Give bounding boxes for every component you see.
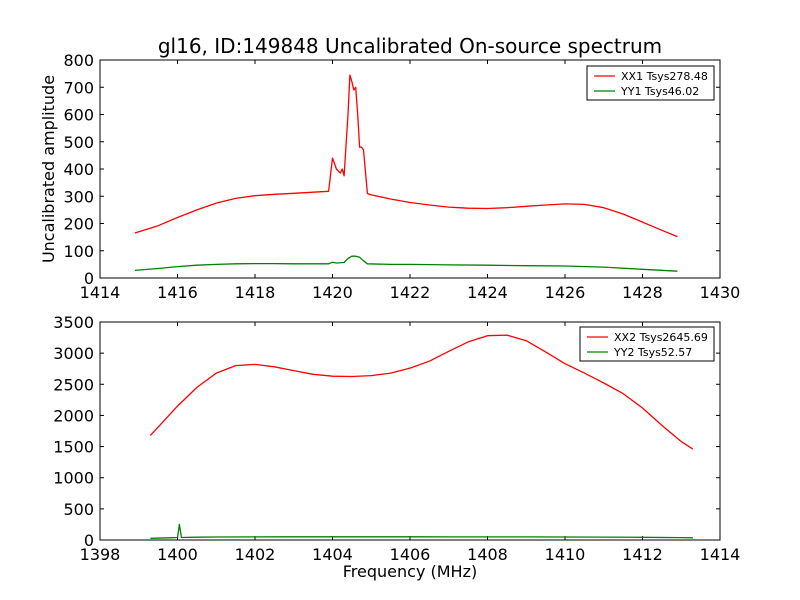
y-tick-label: 600 <box>63 106 94 125</box>
y-tick-label: 500 <box>63 133 94 152</box>
x-tick-label: 1404 <box>312 545 353 564</box>
y-tick-label: 2000 <box>53 406 94 425</box>
x-tick-label: 1420 <box>312 283 353 302</box>
x-tick-label: 1400 <box>157 545 198 564</box>
x-tick-label: 1402 <box>235 545 276 564</box>
x-tick-label: 1398 <box>80 545 121 564</box>
series-line-yy1 <box>134 255 678 272</box>
x-tick-label: 1412 <box>622 545 663 564</box>
y-tick-label: 1000 <box>53 469 94 488</box>
legend-box <box>586 65 715 101</box>
y-axis-label: Uncalibrated amplitude <box>39 75 58 263</box>
x-tick-label: 1414 <box>700 545 741 564</box>
legend-label: XX2 Tsys2645.69 <box>614 331 708 344</box>
y-tick-label: 0 <box>84 269 94 288</box>
y-tick-label: 400 <box>63 160 94 179</box>
series-line-yy2 <box>150 523 693 539</box>
x-tick-label: 1416 <box>157 283 198 302</box>
legend-label: YY2 Tsys52.57 <box>613 346 692 359</box>
x-tick-label: 1426 <box>545 283 586 302</box>
x-tick-label: 1418 <box>235 283 276 302</box>
x-tick-label: 1428 <box>622 283 663 302</box>
x-tick-label: 1408 <box>467 545 508 564</box>
legend-box <box>579 326 715 362</box>
x-tick-label: 1406 <box>390 545 431 564</box>
x-tick-label: 1422 <box>390 283 431 302</box>
y-tick-label: 2500 <box>53 375 94 394</box>
series-line-xx2 <box>149 334 694 450</box>
x-tick-label: 1410 <box>545 545 586 564</box>
x-tick-label: 1414 <box>80 283 121 302</box>
y-tick-label: 200 <box>63 215 94 234</box>
y-tick-label: 800 <box>63 51 94 70</box>
series-line-xx1 <box>134 74 678 238</box>
y-tick-label: 3500 <box>53 313 94 332</box>
legend-label: XX1 Tsys278.48 <box>621 70 708 83</box>
y-tick-label: 500 <box>63 500 94 519</box>
x-tick-label: 1430 <box>700 283 741 302</box>
y-tick-label: 0 <box>84 531 94 550</box>
bottom-panel: 1398 1400 1402 1404 1406 1408 1410 1412 1414 0 500… <box>53 313 740 581</box>
y-tick-label: 1500 <box>53 438 94 457</box>
y-tick-label: 700 <box>63 78 94 97</box>
y-tick-label: 3000 <box>53 344 94 363</box>
x-tick-label: 1424 <box>467 283 508 302</box>
legend-label: YY1 Tsys46.02 <box>620 85 699 98</box>
x-axis-label: Frequency (MHz) <box>343 562 477 581</box>
y-tick-label: 100 <box>63 242 94 261</box>
y-tick-label: 300 <box>63 187 94 206</box>
top-panel: 1414 1416 1418 1420 1422 1424 1426 1428 1430 0 100… <box>39 51 740 302</box>
chart-title: gl16, ID:149848 Uncalibrated On-source s… <box>158 34 662 58</box>
